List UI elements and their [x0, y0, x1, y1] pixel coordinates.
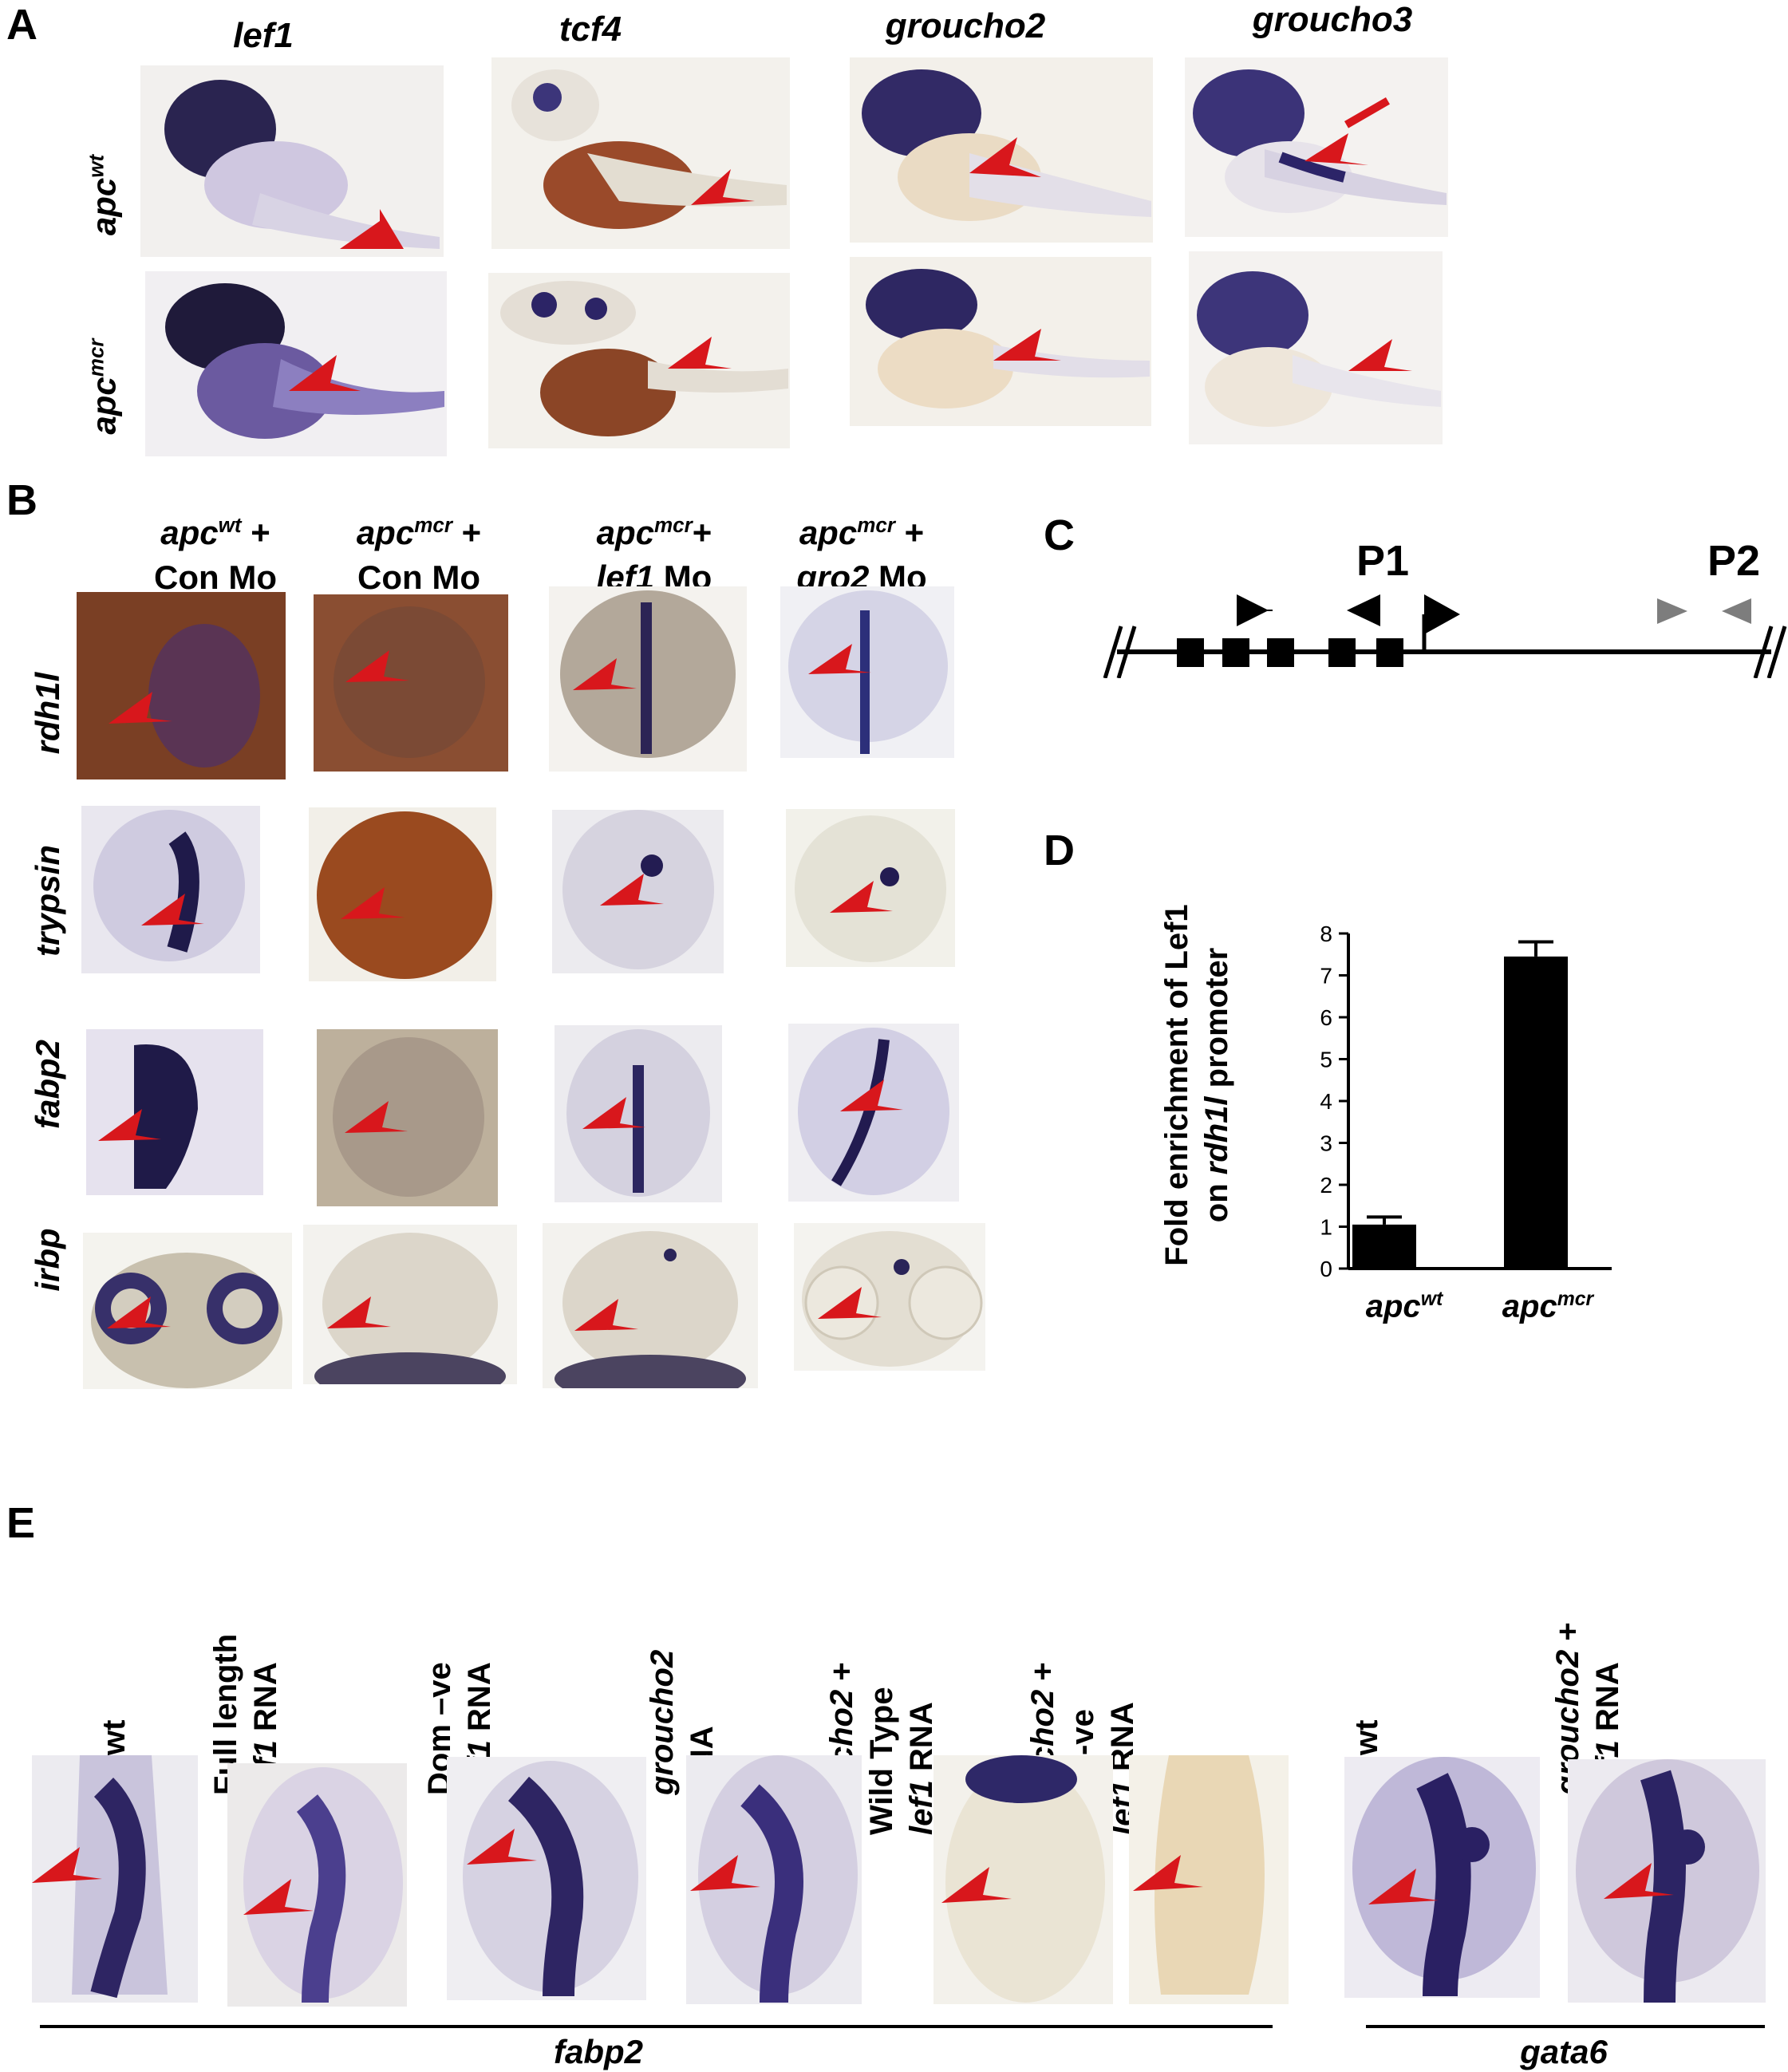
- col-header-apcmcr-lef1: apcmcr+ lef1 Mo: [596, 513, 712, 596]
- x-label-apc-mcr: apcmcr: [1502, 1289, 1594, 1324]
- y-tick-label: 0: [1320, 1257, 1332, 1281]
- embryo-image-trypsin-apcmcr-lef1: [552, 810, 724, 973]
- e-col-header-wt: wt: [97, 1719, 132, 1755]
- row-label-irbp: irbp: [29, 1228, 66, 1292]
- embryo-image-rdh1l-apcmcr-gro2: [780, 586, 954, 758]
- primer-label-p1: P1: [1356, 537, 1410, 585]
- x-label-apc-wt: apcwt: [1365, 1289, 1443, 1324]
- embryo-image-fabp2-apcmcr-gro2: [788, 1024, 959, 1202]
- row-label-trypsin: trypsin: [29, 844, 66, 957]
- embryo-image-irbp-apcmcr-gro2: [794, 1223, 985, 1371]
- panel-label-c: C: [1044, 511, 1075, 559]
- embryo-image-fabp2-apcwt-con: [86, 1029, 263, 1195]
- embryo-image-trypsin-apcwt-con: [81, 806, 260, 973]
- embryo-image-e-gata6-wt: [1344, 1757, 1540, 1998]
- embryo-image-trypsin-apcmcr-gro2: [786, 809, 955, 967]
- panel-label-a: A: [6, 1, 37, 49]
- col-title-groucho3: groucho3: [1252, 0, 1413, 39]
- row-label-apc-mcr: apcmcr: [84, 338, 123, 435]
- col-header-apcmcr-con: apcmcr + Con Mo: [356, 513, 482, 596]
- row-label-apc-wt: apcwt: [84, 154, 123, 236]
- embryo-image-irbp-apcmcr-con: [303, 1225, 517, 1384]
- y-tick-label: 6: [1320, 1005, 1332, 1030]
- primer-label-p2: P2: [1707, 537, 1761, 585]
- group-label-gata6: gata6: [1520, 2033, 1608, 2070]
- y-tick-label: 1: [1320, 1215, 1332, 1240]
- bar-apc-mcr: [1504, 956, 1568, 1269]
- y-tick-label: 3: [1320, 1131, 1332, 1156]
- embryo-image-groucho2-mcr: [850, 257, 1151, 426]
- col-header-apcwt-con: apcwt + Con Mo: [154, 513, 277, 596]
- embryo-image-tcf4-mcr: [488, 273, 790, 448]
- y-tick-label: 4: [1320, 1089, 1332, 1114]
- embryo-image-e-gata6-groucho2-lef1: [1568, 1759, 1766, 2003]
- row-label-fabp2: fabp2: [29, 1040, 66, 1130]
- embryo-image-groucho3-wt: [1185, 57, 1448, 237]
- col-title-tcf4: tcf4: [559, 10, 622, 49]
- embryo-image-groucho2-wt: [850, 57, 1153, 243]
- group-line-fabp2: [40, 2025, 1273, 2028]
- col-title-lef1: lef1: [233, 16, 294, 55]
- col-title-groucho2: groucho2: [885, 6, 1046, 45]
- y-tick-label: 5: [1320, 1048, 1332, 1072]
- y-tick-label: 7: [1320, 964, 1332, 989]
- embryo-image-irbp-apcmcr-lef1: [543, 1223, 758, 1388]
- embryo-image-trypsin-apcmcr-con: [309, 807, 496, 981]
- embryo-image-tcf4-wt: [491, 57, 790, 249]
- row-label-rdh1l: rdh1l: [29, 672, 66, 755]
- bar-chart: 0 1 2 3 4 5 6 7 8: [1308, 918, 1660, 1332]
- embryo-image-e-fabp2-full-length: [227, 1763, 407, 2007]
- embryo-image-rdh1l-apcmcr-lef1: [549, 586, 747, 772]
- panel-label-d: D: [1044, 827, 1075, 874]
- embryo-image-groucho3-mcr: [1189, 251, 1443, 444]
- panel-label-b: B: [6, 476, 37, 524]
- embryo-image-e-fabp2-groucho2-wt-lef1: [933, 1755, 1113, 2004]
- bar-apc-wt: [1352, 1224, 1416, 1269]
- col-header-apcmcr-gro2: apcmcr + gro2 Mo: [796, 513, 927, 596]
- embryo-image-fabp2-apcmcr-lef1: [555, 1025, 722, 1202]
- embryo-image-e-fabp2-groucho2: [686, 1755, 862, 2004]
- group-line-gata6: [1366, 2025, 1765, 2028]
- embryo-image-fabp2-apcmcr-con: [317, 1029, 498, 1206]
- embryo-image-rdh1l-apcmcr-con: [314, 594, 508, 772]
- y-tick-label: 2: [1320, 1173, 1332, 1198]
- panel-label-e: E: [6, 1499, 36, 1547]
- e-col-header-gata6-wt: wt: [1349, 1719, 1384, 1755]
- y-tick-label: 8: [1320, 922, 1332, 946]
- embryo-image-irbp-apcwt-con: [83, 1233, 292, 1389]
- embryo-image-rdh1l-apcwt-con: [77, 592, 286, 779]
- chart-y-axis-label: Fold enrichment of Lef1 on rdh1l promote…: [1159, 904, 1234, 1266]
- embryo-image-e-fabp2-wt: [32, 1755, 198, 2003]
- embryo-image-lef1-wt: [140, 65, 444, 257]
- group-label-fabp2: fabp2: [553, 2033, 643, 2070]
- embryo-image-e-fabp2-dom-ve: [447, 1757, 646, 2000]
- embryo-image-lef1-mcr: [145, 271, 447, 456]
- embryo-image-e-fabp2-groucho2-dom-lef1: [1129, 1755, 1289, 2004]
- promoter-diagram: [1101, 574, 1787, 679]
